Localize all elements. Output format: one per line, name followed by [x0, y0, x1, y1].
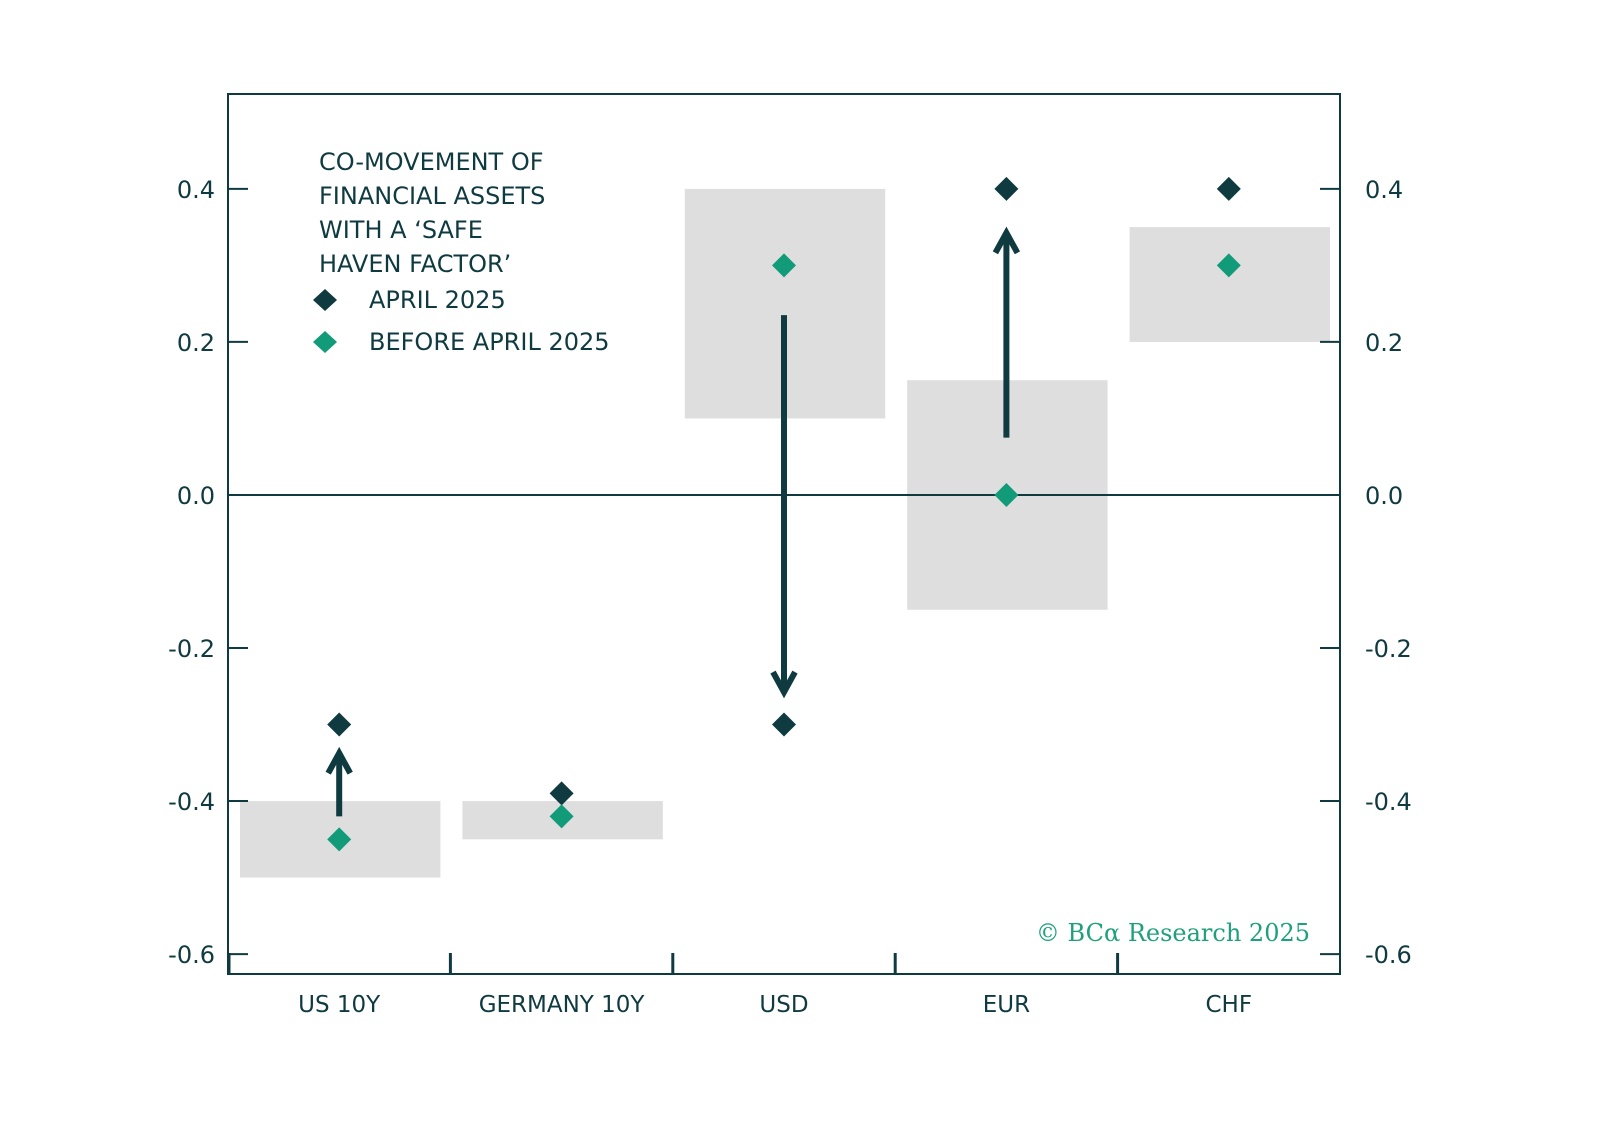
april-2025-point-0	[327, 712, 352, 737]
right-tick-label: -0.2	[1365, 635, 1412, 663]
right-tick-label: -0.6	[1365, 941, 1412, 969]
category-label: US 10Y	[298, 992, 381, 1018]
arrow-head-icon	[325, 746, 353, 775]
before-april-2025-point-4	[1216, 253, 1241, 278]
legend-before-april-2025-diamond-icon	[313, 331, 337, 353]
change-arrows	[325, 226, 1021, 817]
right-tick-label: 0.0	[1365, 482, 1403, 510]
april-2025-point-2	[772, 712, 796, 737]
left-tick-label: -0.4	[168, 788, 215, 816]
plot-frame	[227, 93, 1341, 975]
legend-title-line-1: CO-MOVEMENT OF	[319, 148, 544, 176]
category-label: GERMANY 10Y	[479, 992, 646, 1018]
legend-april-2025-diamond-icon	[313, 289, 337, 311]
left-tick-label: 0.4	[177, 176, 215, 204]
before-april-2025-point-3	[994, 482, 1019, 507]
april-2025-point-3	[994, 176, 1019, 201]
range-box-4	[1129, 227, 1330, 342]
april-2025-point-4	[1216, 176, 1241, 201]
left-tick-label: -0.6	[168, 941, 215, 969]
legend-title-line-2: FINANCIAL ASSETS	[319, 182, 545, 210]
legend-title-line-3: WITH A ‘SAFE	[319, 216, 483, 244]
arrow-usd	[770, 315, 798, 699]
legend-title-line-4: HAVEN FACTOR’	[319, 250, 511, 278]
legend-april-2025-label: APRIL 2025	[369, 286, 506, 314]
right-tick-label: 0.4	[1365, 176, 1403, 204]
arrow-us-10y	[325, 746, 353, 817]
arrow-head-icon	[992, 226, 1021, 255]
legend: CO-MOVEMENT OF FINANCIAL ASSETS WITH A ‘…	[313, 148, 610, 356]
before-april-2025-point-2	[772, 253, 796, 278]
category-label: EUR	[983, 992, 1030, 1018]
before-april-2025-point-1	[549, 804, 574, 829]
right-tick-label: 0.2	[1365, 329, 1403, 357]
legend-before-april-2025-label: BEFORE APRIL 2025	[369, 328, 610, 356]
category-label: USD	[759, 992, 808, 1018]
copyright-source: © BCα Research 2025	[1036, 919, 1310, 947]
axes: 0.4 0.4 0.2 0.2 0.0 0.0 -0.2 -0.2 -0.4 -0.4 -0.6 -0…	[168, 93, 1412, 1018]
before-april-2025-point-0	[327, 827, 352, 852]
left-tick-label: -0.2	[168, 635, 215, 663]
right-tick-label: -0.4	[1365, 788, 1412, 816]
left-tick-label: 0.2	[177, 329, 215, 357]
data-points	[327, 176, 1241, 852]
category-label: CHF	[1206, 992, 1253, 1018]
arrow-head-icon	[770, 670, 798, 699]
arrow-eur	[992, 226, 1021, 438]
april-2025-point-1	[549, 781, 574, 806]
left-tick-label: 0.0	[177, 482, 215, 510]
